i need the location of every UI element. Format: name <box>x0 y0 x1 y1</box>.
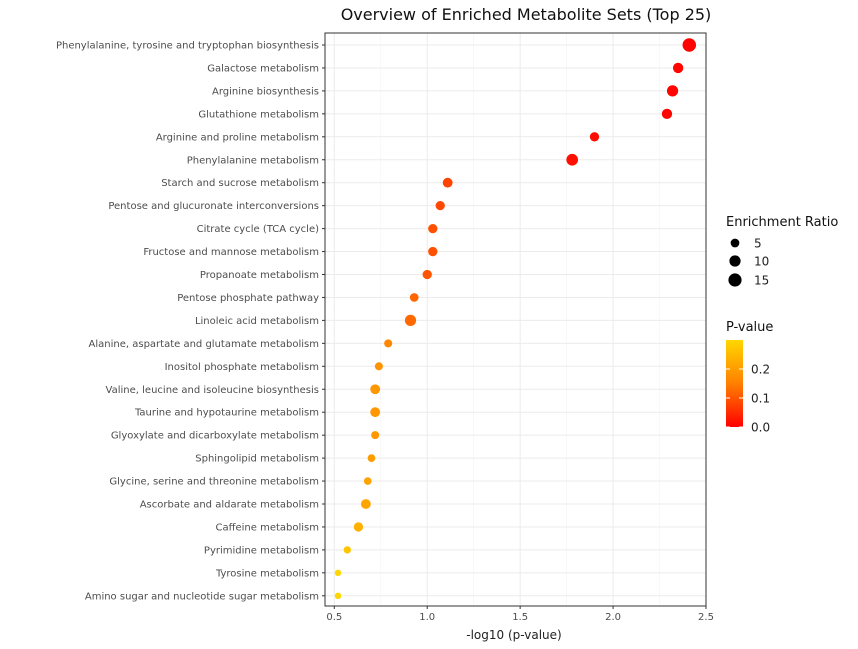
data-point <box>334 569 342 577</box>
y-tick-label: Arginine and proline metabolism <box>156 132 319 143</box>
y-tick-label: Tyrosine metabolism <box>215 568 319 579</box>
data-point <box>589 132 600 142</box>
y-axis-tick-labels: Phenylalanine, tyrosine and tryptophan b… <box>56 41 325 602</box>
y-tick-label: Arginine biosynthesis <box>212 86 319 97</box>
data-point <box>370 384 381 395</box>
data-points <box>334 38 697 600</box>
data-point <box>428 246 438 257</box>
data-point <box>682 38 697 52</box>
chart-title: Overview of Enriched Metabolite Sets (To… <box>341 5 712 24</box>
y-tick-label: Phenylalanine metabolism <box>187 155 319 166</box>
y-tick-label: Amino sugar and nucleotide sugar metabol… <box>85 591 319 602</box>
y-tick-label: Galactose metabolism <box>207 63 319 74</box>
data-point <box>442 177 453 188</box>
panel-border <box>324 32 707 607</box>
y-tick-label: Ascorbate and aldarate metabolism <box>140 500 319 511</box>
y-tick-label: Citrate cycle (TCA cycle) <box>197 224 319 235</box>
y-tick-label: Inositol phosphate metabolism <box>165 362 319 373</box>
size-legend-key <box>729 255 741 267</box>
data-point <box>661 108 673 120</box>
y-tick-label: Glutathione metabolism <box>198 109 319 120</box>
data-point <box>363 477 372 485</box>
x-tick-label: 1.0 <box>419 612 435 623</box>
data-point <box>566 153 579 166</box>
y-tick-label: Pyrimidine metabolism <box>204 545 319 556</box>
x-tick-label: 2.5 <box>698 612 714 623</box>
y-tick-label: Linoleic acid metabolism <box>195 316 319 327</box>
size-legend-key <box>730 238 740 248</box>
data-point <box>371 431 380 440</box>
data-point <box>343 546 351 554</box>
data-point <box>672 62 684 74</box>
x-axis-tick-labels: 0.5 1.0 1.5 2.0 2.5 <box>326 606 714 623</box>
data-point <box>435 201 445 211</box>
y-tick-label: Valine, leucine and isoleucine biosynthe… <box>106 385 319 396</box>
x-tick-label: 0.5 <box>326 612 342 623</box>
data-point <box>370 407 381 418</box>
x-axis-label: -log10 (p-value) <box>466 628 561 642</box>
data-point <box>374 362 383 371</box>
x-tick-label: 1.5 <box>512 612 528 623</box>
data-point <box>367 454 376 462</box>
data-point <box>353 522 364 532</box>
y-tick-label: Glycine, serine and threonine metabolism <box>109 477 319 488</box>
color-legend-bar <box>726 340 743 427</box>
y-tick-label: Alanine, aspartate and glutamate metabol… <box>89 339 319 350</box>
size-legend-label: 5 <box>754 237 762 251</box>
size-legend-label: 10 <box>754 255 769 269</box>
y-tick-label: Glyoxylate and dicarboxylate metabolism <box>111 431 319 442</box>
y-tick-label: Starch and sucrose metabolism <box>161 178 319 189</box>
y-tick-label: Taurine and hypotaurine metabolism <box>134 408 319 419</box>
color-legend-title: P-value <box>726 320 773 335</box>
y-tick-label: Sphingolipid metabolism <box>195 454 319 465</box>
data-point <box>384 339 393 348</box>
data-point <box>360 499 371 509</box>
y-tick-label: Pentose phosphate pathway <box>177 293 319 304</box>
color-legend-label: 0.0 <box>751 421 770 435</box>
size-legend-label: 15 <box>754 274 769 288</box>
y-tick-label: Fructose and mannose metabolism <box>143 247 319 258</box>
size-legend-key <box>728 273 742 287</box>
y-tick-label: Propanoate metabolism <box>200 270 319 281</box>
size-legend: Enrichment Ratio 5 10 15 <box>726 215 838 288</box>
y-tick-label: Caffeine metabolism <box>215 522 319 533</box>
x-tick-label: 2.0 <box>605 612 621 623</box>
color-legend-label: 0.1 <box>751 392 770 406</box>
plot-grid <box>325 33 707 606</box>
y-tick-label: Pentose and glucuronate interconversions <box>108 201 319 212</box>
data-point <box>404 314 417 327</box>
data-point <box>334 592 342 600</box>
size-legend-title: Enrichment Ratio <box>726 215 838 230</box>
data-point <box>428 223 438 234</box>
data-point <box>666 85 679 97</box>
color-legend-label: 0.2 <box>751 363 770 377</box>
data-point <box>422 269 432 280</box>
plot-panel <box>324 32 707 607</box>
color-legend: P-value 0.0 0.1 0.2 <box>726 320 773 435</box>
data-point <box>409 293 419 302</box>
y-tick-label: Phenylalanine, tyrosine and tryptophan b… <box>56 41 319 52</box>
